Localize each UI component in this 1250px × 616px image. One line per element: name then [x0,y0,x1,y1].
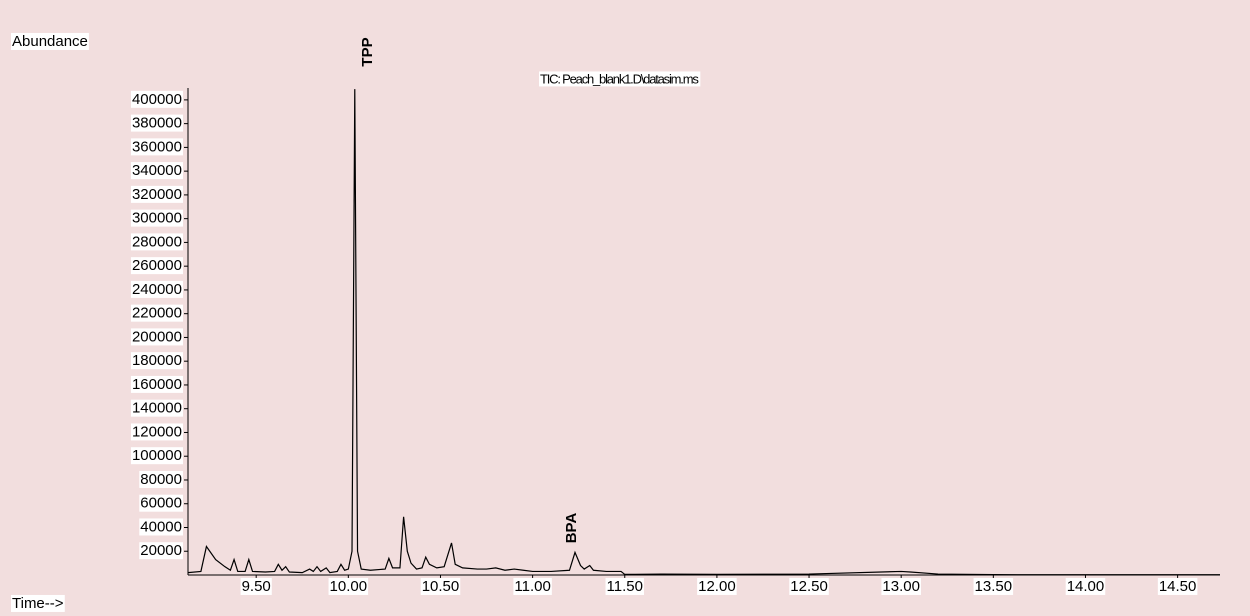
x-tick-label: 11.00 [514,578,550,595]
y-tick-label-bg [130,209,183,227]
y-tick-label: 400000 [132,91,182,108]
x-tick-label-bg [240,577,272,595]
y-tick-label-bg [130,304,183,322]
x-tick-label-bg [420,577,461,595]
x-tick-label: 10.50 [422,578,460,595]
y-tick-label: 260000 [132,257,182,274]
y-tick-label-bg [139,494,183,512]
y-axis-label: Abundance [12,33,88,50]
y-tick-label-bg [130,399,183,417]
y-tick-label-bg [139,470,183,488]
x-tick-label: 14.00 [1067,578,1105,595]
y-tick-label-bg [130,233,183,251]
x-tick-label-bg [605,577,644,595]
y-tick-label-bg [130,375,183,393]
y-tick-label: 360000 [132,138,182,155]
x-axis-label: Time--> [12,595,64,612]
y-tick-label-bg [130,352,183,370]
y-tick-label: 200000 [132,328,182,345]
y-tick-label: 120000 [132,423,182,440]
y-tick-label: 240000 [132,281,182,298]
y-tick-label-bg [130,162,183,180]
y-tick-label: 140000 [132,400,182,417]
chromatogram-line [187,89,1220,576]
y-tick-label-bg [130,328,183,346]
x-tick-label: 13.00 [882,578,920,595]
y-tick-label: 80000 [140,471,182,488]
x-tick-label-bg [328,577,369,595]
y-tick-label: 180000 [132,352,182,369]
x-tick-label: 10.00 [330,578,368,595]
x-tick-label: 12.50 [790,578,828,595]
x-tick-label-bg [1065,577,1106,595]
chart-title: TIC: Peach_blank1.D\datasim.ms [540,71,699,86]
chart-title-bg [539,71,701,87]
y-tick-label: 320000 [132,186,182,203]
y-tick-label: 220000 [132,305,182,322]
y-tick-label-bg [130,257,183,275]
y-tick-label-bg [130,423,183,441]
y-tick-label: 40000 [140,518,182,535]
x-tick-label-bg [789,577,829,595]
y-tick-label: 340000 [132,162,182,179]
x-tick-label-bg [973,577,1014,595]
peak-annotation: TPP [359,37,376,66]
x-tick-label: 11.50 [607,578,643,595]
y-tick-label-bg [130,185,183,203]
x-tick-label-bg [1157,577,1198,595]
peak-annotation: BPA [563,513,580,544]
y-tick-label-bg [130,280,183,298]
x-tick-label-bg [697,577,737,595]
y-tick-label: 380000 [132,115,182,132]
y-tick-label: 20000 [140,542,182,559]
y-tick-label: 160000 [132,376,182,393]
y-tick-label-bg [139,518,183,536]
x-tick-label: 13.50 [975,578,1013,595]
y-axis-label-bg [11,32,89,50]
x-tick-label-bg [513,577,552,595]
y-tick-label-bg [130,114,183,132]
y-tick-label: 60000 [140,495,182,512]
y-tick-label: 100000 [132,447,182,464]
y-tick-label-bg [130,138,183,156]
x-tick-label: 9.50 [242,578,271,595]
y-tick-label: 300000 [132,210,182,227]
x-axis-label-bg [11,594,65,612]
y-tick-label-bg [139,542,183,560]
x-tick-label: 12.00 [698,578,736,595]
y-tick-label: 280000 [132,233,182,250]
x-tick-label-bg [881,577,921,595]
x-tick-label: 14.50 [1159,578,1197,595]
y-tick-label-bg [130,447,183,465]
y-tick-label-bg [130,90,183,108]
